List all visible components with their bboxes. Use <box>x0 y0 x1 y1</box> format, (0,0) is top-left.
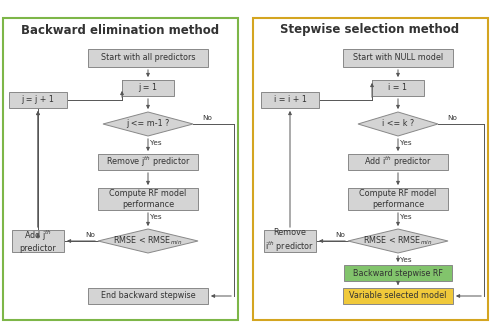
Text: Backward stepwise RF: Backward stepwise RF <box>353 269 443 277</box>
Text: Start with NULL model: Start with NULL model <box>353 53 443 63</box>
Text: Yes: Yes <box>150 140 162 146</box>
Text: No: No <box>202 115 212 121</box>
Text: i = 1: i = 1 <box>388 84 408 92</box>
Text: j = j + 1: j = j + 1 <box>22 96 55 105</box>
Text: j = 1: j = 1 <box>138 84 158 92</box>
Text: No: No <box>85 232 95 238</box>
FancyBboxPatch shape <box>88 49 208 67</box>
FancyBboxPatch shape <box>9 92 67 108</box>
Polygon shape <box>103 112 193 136</box>
Text: RMSE < RMSE$_{min}$: RMSE < RMSE$_{min}$ <box>113 235 183 247</box>
Text: Yes: Yes <box>400 140 412 146</box>
FancyBboxPatch shape <box>12 230 64 252</box>
Text: Add i$^{th}$ predictor: Add i$^{th}$ predictor <box>364 155 432 169</box>
FancyBboxPatch shape <box>348 154 448 170</box>
Text: Variable selected model: Variable selected model <box>349 292 447 300</box>
Text: Yes: Yes <box>400 214 412 220</box>
Text: j <= m-1 ?: j <= m-1 ? <box>126 120 170 129</box>
Text: Stepwise selection method: Stepwise selection method <box>280 24 460 37</box>
Text: Compute RF model
performance: Compute RF model performance <box>359 189 436 209</box>
Text: No: No <box>447 115 457 121</box>
Text: No: No <box>335 232 345 238</box>
Polygon shape <box>98 229 198 253</box>
Text: i = i + 1: i = i + 1 <box>273 96 306 105</box>
Bar <box>253 18 488 320</box>
Text: Start with all predictors: Start with all predictors <box>101 53 195 63</box>
Polygon shape <box>358 112 438 136</box>
Text: Yes: Yes <box>400 257 412 263</box>
Text: i <= k ?: i <= k ? <box>382 120 414 129</box>
FancyBboxPatch shape <box>264 230 316 252</box>
Polygon shape <box>348 229 448 253</box>
FancyBboxPatch shape <box>98 188 198 210</box>
FancyBboxPatch shape <box>98 154 198 170</box>
Text: Backward elimination method: Backward elimination method <box>21 24 219 37</box>
Text: Remove j$^{th}$ predictor: Remove j$^{th}$ predictor <box>106 155 191 169</box>
FancyBboxPatch shape <box>88 288 208 304</box>
FancyBboxPatch shape <box>122 80 174 96</box>
FancyBboxPatch shape <box>261 92 319 108</box>
Text: Add j$^{th}$
predictor: Add j$^{th}$ predictor <box>20 229 56 253</box>
FancyBboxPatch shape <box>343 288 453 304</box>
FancyBboxPatch shape <box>344 265 452 281</box>
Text: Remove
i$^{th}$ predictor: Remove i$^{th}$ predictor <box>266 228 315 254</box>
FancyBboxPatch shape <box>348 188 448 210</box>
Text: Yes: Yes <box>150 214 162 220</box>
Text: Compute RF model
performance: Compute RF model performance <box>109 189 187 209</box>
Bar <box>3 18 238 320</box>
FancyBboxPatch shape <box>343 49 453 67</box>
FancyBboxPatch shape <box>372 80 424 96</box>
Text: RMSE < RMSE$_{min}$: RMSE < RMSE$_{min}$ <box>363 235 433 247</box>
Text: End backward stepwise: End backward stepwise <box>101 292 195 300</box>
